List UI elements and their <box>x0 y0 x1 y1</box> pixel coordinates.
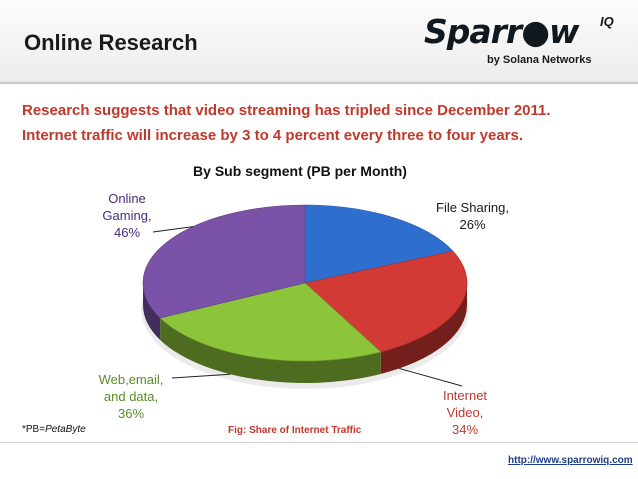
label-internet-video: Internet Video, 34% <box>426 387 504 438</box>
footer-link[interactable]: http://www.sparrowiq.com <box>508 455 633 466</box>
logo-byline: by Solana Networks <box>487 54 592 66</box>
label-web-email-data: Web,email, and data, 36% <box>92 371 170 422</box>
footnote-term: PetaByte <box>45 424 86 435</box>
figure-caption: Fig: Share of Internet Traffic <box>228 425 362 436</box>
label-web-email-data-pct: 36% <box>117 406 145 421</box>
header-band <box>0 0 638 82</box>
footnote: *PB=PetaByte <box>22 424 86 435</box>
label-online-gaming-name: Online Gaming, <box>102 191 152 223</box>
leader-line <box>152 226 194 233</box>
pie-side <box>143 283 161 340</box>
pie-slice <box>142 204 306 319</box>
leader-line <box>399 367 463 387</box>
intro-line: Internet traffic will increase by 3 to 4… <box>22 127 524 144</box>
footer-divider <box>0 442 638 443</box>
footnote-prefix: *PB= <box>22 424 46 435</box>
label-file-sharing: File Sharing, 26% <box>420 199 525 233</box>
label-online-gaming: Online Gaming, 46% <box>92 190 162 241</box>
intro-line: Research suggests that video streaming h… <box>22 102 551 119</box>
header-divider <box>0 82 638 84</box>
label-online-gaming-pct: 46% <box>113 225 141 240</box>
pie-slice <box>159 282 382 362</box>
pie-side <box>160 317 381 383</box>
intro-text: Research suggests that video streaming h… <box>22 98 551 148</box>
logo-brand: Sparr●w <box>424 12 579 51</box>
label-file-sharing-name: File Sharing, <box>436 200 509 215</box>
leader-line <box>171 373 231 379</box>
logo-suffix: IQ <box>600 14 614 29</box>
label-web-email-data-name: Web,email, and data, <box>98 372 164 404</box>
label-internet-video-pct: 34% <box>451 422 479 437</box>
label-internet-video-name: Internet Video, <box>442 388 488 420</box>
chart-title: By Sub segment (PB per Month) <box>193 163 407 179</box>
label-file-sharing-pct: 26% <box>459 217 486 232</box>
pie-side-walls <box>143 283 467 383</box>
pie-slice <box>304 250 468 353</box>
pie-side <box>380 283 467 374</box>
pie-slice <box>304 204 454 284</box>
slide-title: Online Research <box>24 30 198 55</box>
sparrowiq-logo: Sparr●w IQ by Solana Networks <box>424 12 624 70</box>
